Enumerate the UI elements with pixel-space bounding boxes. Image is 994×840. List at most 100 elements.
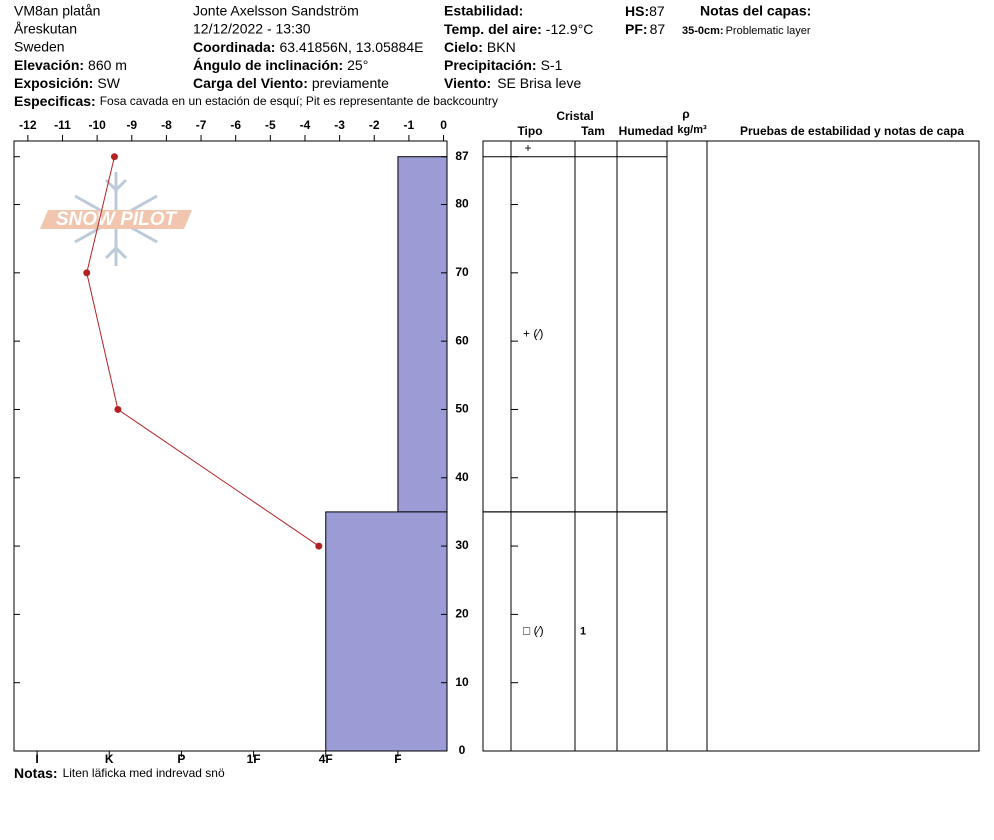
- y-tick-label: 20: [455, 607, 469, 621]
- x-tick-label: 1F: [247, 752, 261, 766]
- label: Especificas:: [14, 93, 96, 109]
- y-tick-label: 10: [455, 675, 469, 689]
- column-header: ρ: [682, 107, 689, 121]
- field: Temp. del aire: -12.9°C: [444, 21, 593, 37]
- label: Notas:: [14, 765, 58, 781]
- field: Notas: Liten läficka med indrevad snö: [14, 765, 225, 781]
- y-tick-label: 87: [455, 149, 469, 163]
- field: Exposición: SW: [14, 75, 121, 91]
- y-tick-label: 30: [455, 538, 469, 552]
- observer: Jonte Axelsson Sandström: [193, 3, 359, 19]
- y-tick-label: 80: [455, 197, 469, 211]
- x-tick-label: -9: [126, 118, 137, 132]
- label: Cielo:: [444, 39, 483, 55]
- x-tick-label: -7: [196, 118, 207, 132]
- field: Precipitación: S-1: [444, 57, 563, 73]
- country: Sweden: [14, 39, 65, 55]
- x-tick-label: -6: [230, 118, 241, 132]
- x-tick-label: -8: [161, 118, 172, 132]
- field: PF: 87: [625, 21, 665, 37]
- y-tick-label: 0: [459, 743, 466, 757]
- table-frame: [482, 140, 980, 752]
- value: previamente: [312, 75, 389, 91]
- y-tick-label: 50: [455, 402, 469, 416]
- x-tick-label: K: [105, 752, 114, 766]
- label: 35-0cm:: [682, 25, 724, 37]
- label: Temp. del aire:: [444, 21, 542, 37]
- hardness-bar: [325, 511, 448, 752]
- field: Cielo: BKN: [444, 39, 516, 55]
- grain-type: □ (⁄): [523, 624, 544, 638]
- area: Åreskutan: [14, 21, 77, 37]
- field: Ángulo de inclinación: 25°: [193, 57, 368, 73]
- column-header: Cristal: [556, 109, 593, 123]
- temperature-line: [86, 156, 320, 547]
- field: Viento: SE Brisa leve: [444, 75, 581, 91]
- label: Estabilidad:: [444, 3, 523, 19]
- column-header: Tipo: [517, 124, 542, 138]
- value: Fosa cavada en un estación de esquí; Pit…: [100, 94, 498, 108]
- label: Ángulo de inclinación:: [193, 57, 343, 73]
- value: S-1: [541, 57, 563, 73]
- x-tick-label: 4F: [319, 752, 333, 766]
- x-tick-label: -2: [369, 118, 380, 132]
- datetime: 12/12/2022 - 13:30: [193, 21, 311, 37]
- temperature-point: [83, 269, 91, 277]
- surface-grain: +: [524, 141, 531, 155]
- label: Exposición:: [14, 75, 93, 91]
- field: 35-0cm: Problematic layer: [682, 25, 811, 37]
- logo-band: [40, 210, 192, 229]
- x-tick-label: I: [35, 752, 38, 766]
- value: 87: [650, 21, 666, 37]
- label: PF:: [625, 21, 648, 37]
- column-header: Pruebas de estabilidad y notas de capa: [740, 124, 964, 138]
- x-tick-label: -3: [334, 118, 345, 132]
- grain-type: + (⁄): [523, 326, 543, 340]
- field: HS:87: [625, 3, 665, 19]
- table-columns: [510, 141, 708, 751]
- column-header: Tam: [581, 124, 605, 138]
- hardness-bar: [397, 156, 448, 513]
- x-tick-label: -5: [265, 118, 276, 132]
- field: Elevación: 860 m: [14, 57, 127, 73]
- field: Carga del Viento: previamente: [193, 75, 389, 91]
- label: HS:: [625, 3, 649, 19]
- value: 87: [649, 3, 665, 19]
- x-tick-label: -10: [88, 118, 106, 132]
- logo-text: SNOW PILOT: [56, 209, 178, 230]
- y-tick-label: 70: [455, 265, 469, 279]
- x-tick-label: -1: [404, 118, 415, 132]
- value: SW: [97, 75, 120, 91]
- field: Coordinada: 63.41856N, 13.05884E: [193, 39, 423, 55]
- x-tick-label: -11: [54, 118, 71, 132]
- label: Elevación:: [14, 57, 84, 73]
- x-tick-label: P: [177, 752, 185, 766]
- x-tick-label: -12: [19, 118, 37, 132]
- value: -12.9°C: [546, 21, 594, 37]
- label: Carga del Viento:: [193, 75, 308, 91]
- label: Precipitación:: [444, 57, 537, 73]
- label: Viento:: [444, 75, 491, 91]
- site: VM8an platån: [14, 3, 100, 19]
- value: BKN: [487, 39, 516, 55]
- y-tick-label: 40: [455, 470, 469, 484]
- temperature-point: [315, 542, 323, 550]
- y-tick-label: 60: [455, 333, 469, 347]
- label: Coordinada:: [193, 39, 275, 55]
- value: 25°: [347, 57, 368, 73]
- x-tick-label: F: [394, 752, 401, 766]
- value: 63.41856N, 13.05884E: [279, 39, 423, 55]
- logo: SNOW PILOT: [40, 172, 192, 266]
- x-tick-label: -4: [300, 118, 311, 132]
- value: SE Brisa leve: [497, 75, 581, 91]
- value: Liten läficka med indrevad snö: [63, 766, 225, 780]
- field: Especificas: Fosa cavada en un estación d…: [14, 93, 498, 109]
- label: Notas del capas:: [700, 3, 811, 19]
- value: Problematic layer: [726, 25, 811, 37]
- grain-size: 1: [580, 625, 586, 637]
- column-header: Humedad: [619, 124, 674, 138]
- temperature-point: [114, 405, 122, 413]
- column-header: kg/m³: [677, 124, 707, 136]
- temperature-point: [110, 153, 118, 161]
